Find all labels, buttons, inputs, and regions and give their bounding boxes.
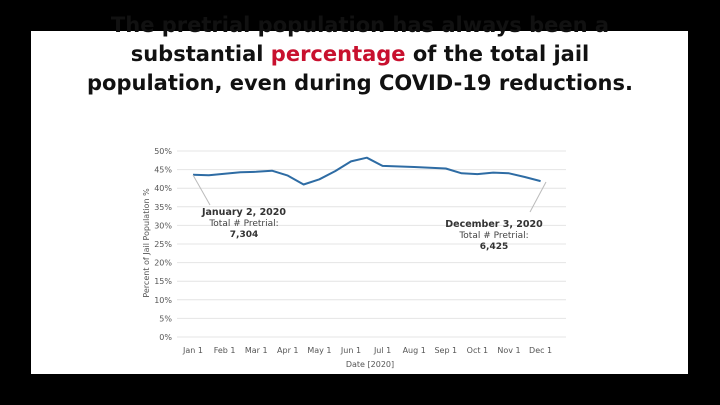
annotation-jan-value: 7,304 <box>230 230 258 240</box>
y-tick-label: 30% <box>154 221 172 230</box>
y-tick-label: 25% <box>154 240 172 249</box>
title-line-1: The pretrial population has always been … <box>110 13 610 37</box>
x-tick-label: May 1 <box>307 346 331 355</box>
x-axis-label: Date [2020] <box>346 360 394 369</box>
x-tick-label: Aug 1 <box>403 346 426 355</box>
annotation-dec-label: Total # Pretrial: <box>458 231 528 241</box>
x-tick-label: Feb 1 <box>214 346 236 355</box>
y-tick-label: 0% <box>159 333 172 342</box>
x-tick-label: Nov 1 <box>497 346 520 355</box>
x-tick-label: Jun 1 <box>340 346 361 355</box>
y-tick-label: 50% <box>154 147 172 156</box>
y-axis-ticks: 0% 5% 10% 15% 20% 25% 30% 35% 40% 45% 50% <box>154 147 172 342</box>
x-tick-label: Oct 1 <box>467 346 488 355</box>
title-highlight-word: percentage <box>270 42 406 66</box>
x-tick-label: Sep 1 <box>434 346 457 355</box>
slide-panel <box>31 31 688 374</box>
title-line-2-start: substantial <box>130 42 264 66</box>
x-tick-label: Apr 1 <box>277 346 298 355</box>
x-tick-label: Jul 1 <box>373 346 391 355</box>
annotation-dec: December 3, 2020 Total # Pretrial: 6,425 <box>445 181 547 252</box>
y-tick-label: 10% <box>154 296 172 305</box>
y-tick-label: 5% <box>159 314 172 323</box>
title-line-3: population, even during COVID-19 reducti… <box>87 71 633 95</box>
x-axis-ticks: Jan 1 Feb 1 Mar 1 Apr 1 May 1 Jun 1 Jul 1 Aug 1… <box>182 346 552 355</box>
y-tick-label: 45% <box>154 166 172 175</box>
annotation-dec-title: December 3, 2020 <box>445 219 543 230</box>
x-tick-label: Dec 1 <box>529 346 552 355</box>
x-tick-label: Jan 1 <box>182 346 203 355</box>
annotation-jan: January 2, 2020 Total # Pretrial: 7,304 <box>192 174 286 240</box>
x-tick-label: Mar 1 <box>245 346 268 355</box>
series-line-pretrial-share <box>192 156 541 186</box>
title-line-2: substantial percentage of the total jail <box>0 40 720 69</box>
y-tick-label: 15% <box>154 277 172 286</box>
y-tick-label: 40% <box>154 184 172 193</box>
annotation-jan-leader <box>192 174 211 206</box>
annotation-jan-label: Total # Pretrial: <box>208 219 278 229</box>
gridlines <box>177 150 566 338</box>
title-line-2-end: of the total jail <box>412 42 590 66</box>
y-axis-label: Percent of Jail Population % <box>142 188 151 298</box>
y-tick-label: 35% <box>154 203 172 212</box>
annotation-dec-leader <box>529 181 547 213</box>
annotation-dec-value: 6,425 <box>480 242 508 252</box>
y-tick-label: 20% <box>154 259 172 268</box>
annotation-jan-title: January 2, 2020 <box>201 207 286 218</box>
series-group <box>192 156 541 186</box>
slide-title: The pretrial population has always been … <box>0 11 720 98</box>
